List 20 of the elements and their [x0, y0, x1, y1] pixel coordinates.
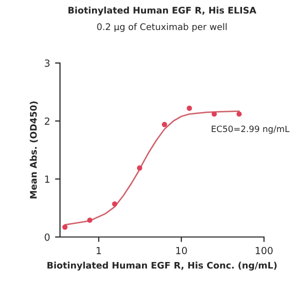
x-tick-label: 100: [256, 246, 273, 254]
point: [137, 165, 142, 171]
chart-title: Biotinylated Human EGF R, His ELISA: [68, 6, 256, 16]
point: [236, 111, 242, 117]
point: [87, 218, 92, 223]
y-tick-label: 1: [45, 176, 50, 183]
point: [212, 111, 217, 117]
chart-subtitle: 0.2 µg of Cetuximab per well: [97, 23, 227, 32]
y-tick-label: 0: [44, 233, 50, 241]
y-tick-label: 3: [44, 59, 50, 67]
y-tick-label: 2: [44, 117, 50, 125]
point: [62, 224, 68, 230]
point: [186, 106, 192, 111]
y-axis-title: Mean Abs. (OD450): [30, 102, 38, 198]
annotation: EC50=2.99 ng/mL: [212, 126, 290, 134]
point: [162, 122, 168, 128]
point: [112, 201, 118, 207]
x-tick-label: 1: [96, 247, 101, 254]
x-axis-title: Biotinylated Human EGF R, His Conc. (ng/mL): [47, 262, 277, 270]
x-tick-label: 10: [176, 246, 187, 254]
